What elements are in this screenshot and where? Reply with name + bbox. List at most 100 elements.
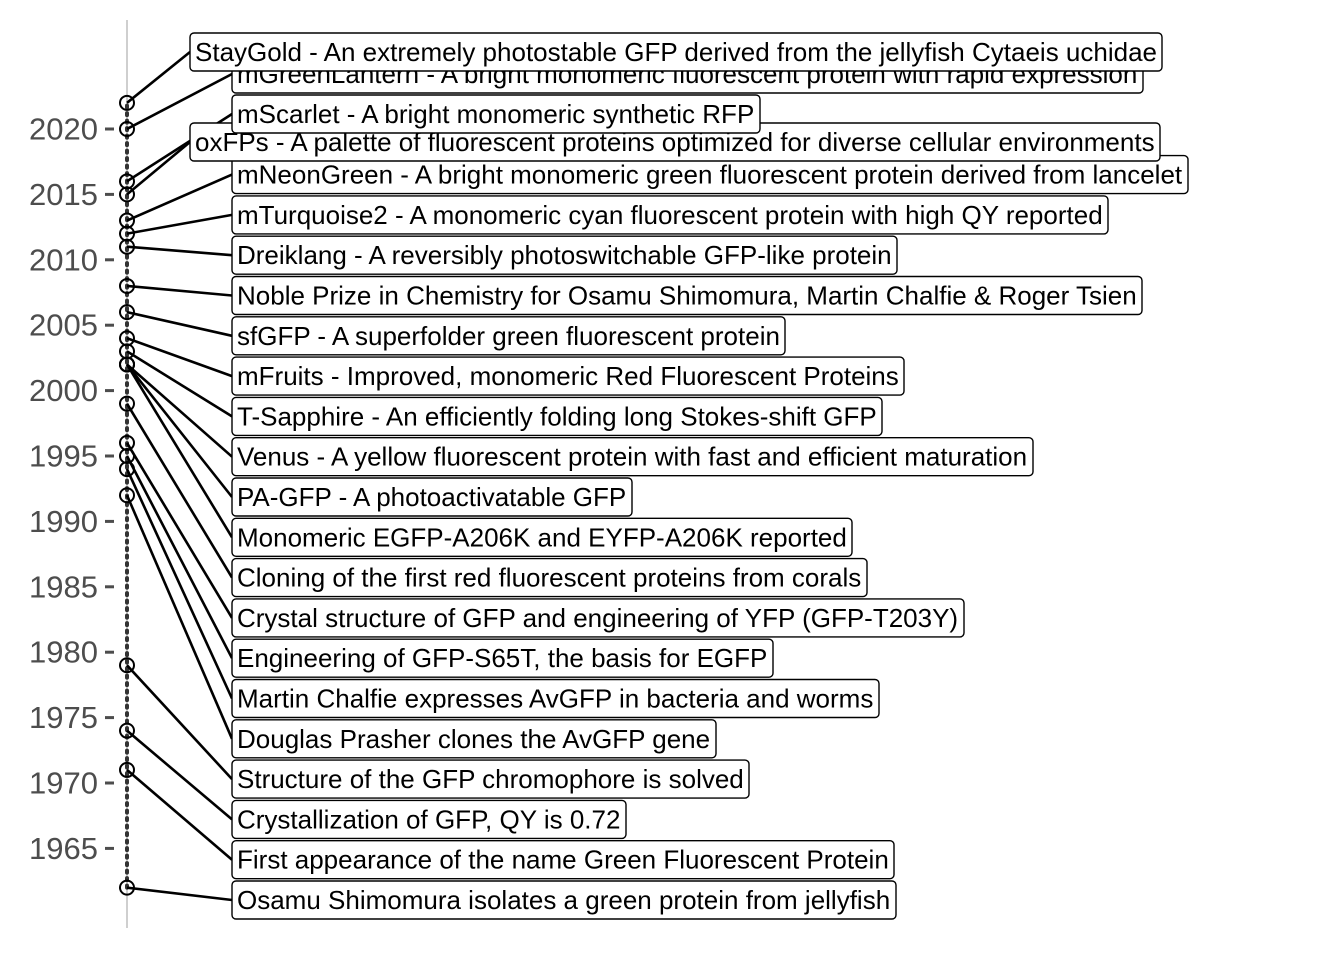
event-label: mTurquoise2 - A monomeric cyan fluoresce… <box>237 200 1103 230</box>
y-tick-label: 1980 <box>29 635 98 670</box>
event-connector <box>126 363 233 458</box>
event-label-box <box>231 759 750 799</box>
event-connector <box>126 245 233 257</box>
event-connector <box>126 213 233 235</box>
event-label: T-Sapphire - An efficiently folding long… <box>237 401 877 431</box>
event-label-box <box>231 678 880 719</box>
event-connector <box>126 72 233 131</box>
event-connector <box>126 310 233 338</box>
event-marker <box>119 94 135 111</box>
event-markers <box>119 50 234 902</box>
event-label-box <box>231 598 965 638</box>
event-label-box <box>231 719 717 759</box>
event-label-group: First appearance of the name Green Fluor… <box>231 840 895 880</box>
y-tick-label: 2020 <box>29 112 98 147</box>
event-connector <box>126 50 191 104</box>
event-label: Martin Chalfie expresses AvGFP in bacter… <box>237 684 873 714</box>
event-label-group: StayGold - An extremely photostable GFP … <box>189 32 1163 72</box>
event-label: Douglas Prasher clones the AvGFP gene <box>237 724 710 754</box>
y-tick-label: 1990 <box>29 504 98 539</box>
y-tick-label: 1985 <box>29 569 98 604</box>
event-connector <box>125 468 234 700</box>
event-label-box <box>231 396 883 437</box>
event-marker <box>119 657 135 674</box>
event-label-group: Monomeric EGFP-A206K and EYFP-A206K repo… <box>231 517 853 557</box>
event-label-group: sfGFP - A superfolder green fluorescent … <box>231 316 786 356</box>
event-label-box <box>231 437 1034 477</box>
y-tick-label: 2015 <box>29 177 98 212</box>
y-tick-label: 1975 <box>29 700 98 735</box>
event-label-box <box>231 880 897 920</box>
event-label-group: mFruits - Improved, monomeric Red Fluore… <box>231 356 905 396</box>
event-marker <box>119 173 135 190</box>
event-marker <box>119 434 135 451</box>
event-connector <box>126 886 233 902</box>
event-connector <box>126 173 233 222</box>
event-label-box <box>231 195 1109 235</box>
event-label-group: Douglas Prasher clones the AvGFP gene <box>231 719 717 759</box>
event-connector <box>125 494 234 740</box>
event-label-box <box>231 517 853 557</box>
event-label: Noble Prize in Chemistry for Osamu Shimo… <box>237 281 1137 311</box>
event-label: sfGFP - A superfolder green fluorescent … <box>237 321 780 351</box>
event-label: mFruits - Improved, monomeric Red Fluore… <box>237 361 899 391</box>
event-marker <box>119 304 135 321</box>
y-tick-label: 2005 <box>29 308 98 343</box>
event-label: Monomeric EGFP-A206K and EYFP-A206K repo… <box>237 522 847 552</box>
event-label-box <box>231 638 774 678</box>
event-connector <box>126 768 233 861</box>
event-marker <box>119 330 135 347</box>
event-label: Structure of the GFP chromophore is solv… <box>237 764 744 794</box>
event-label-group: Dreiklang - A reversibly photoswitchable… <box>231 235 898 275</box>
event-label-box <box>231 275 1143 316</box>
event-connector <box>126 729 233 821</box>
event-marker <box>119 395 135 412</box>
y-tick-label: 1995 <box>29 439 98 474</box>
event-label-group: PA-GFP - A photoactivatable GFP <box>231 477 633 517</box>
event-marker <box>119 121 135 137</box>
y-axis: 1965 1970 1975 1980 1985 1990 1995 2000 2005 2010… <box>29 20 129 928</box>
event-label: Crystallization of GFP, QY is 0.72 <box>237 804 620 834</box>
event-labels: Osamu Shimomura isolates a green protein… <box>189 32 1189 920</box>
event-marker <box>119 487 135 504</box>
event-label-box <box>231 94 761 134</box>
event-label-box <box>189 32 1163 72</box>
event-label-box <box>231 356 905 396</box>
event-label-group: Osamu Shimomura isolates a green protein… <box>231 880 897 920</box>
event-label-group: mScarlet - A bright monomeric synthetic … <box>231 94 761 134</box>
event-connector <box>126 350 233 418</box>
event-label: Cloning of the first red fluorescent pro… <box>237 563 861 593</box>
event-connector <box>126 141 191 196</box>
event-label: First appearance of the name Green Fluor… <box>237 845 889 875</box>
event-label: Crystal structure of GFP and engineering… <box>237 603 958 633</box>
event-label-box <box>231 316 786 356</box>
event-label-box <box>231 840 895 880</box>
event-connector <box>125 363 234 538</box>
event-connector <box>125 363 234 498</box>
event-label-group: Cloning of the first red fluorescent pro… <box>231 557 868 598</box>
event-label-group: Engineering of GFP-S65T, the basis for E… <box>231 638 774 678</box>
event-label-box <box>231 235 898 275</box>
event-label-group: Noble Prize in Chemistry for Osamu Shimo… <box>231 275 1143 316</box>
y-tick-label: 1970 <box>29 766 98 801</box>
event-label-group: Structure of the GFP chromophore is solv… <box>231 759 750 799</box>
y-tick-label: 2000 <box>29 373 98 408</box>
event-label-group: mTurquoise2 - A monomeric cyan fluoresce… <box>231 195 1109 235</box>
event-label-box <box>231 477 633 517</box>
event-label-group: Crystallization of GFP, QY is 0.72 <box>231 799 627 840</box>
event-connector <box>125 442 234 619</box>
event-marker <box>119 761 135 778</box>
event-label: mNeonGreen - A bright monomeric green fl… <box>237 160 1183 190</box>
event-marker <box>119 212 135 229</box>
event-label: Osamu Shimomura isolates a green protein… <box>237 885 890 915</box>
event-label-group: mNeonGreen - A bright monomeric green fl… <box>231 154 1189 195</box>
event-label: Engineering of GFP-S65T, the basis for E… <box>237 643 767 673</box>
event-connector <box>125 455 234 659</box>
y-tick-label: 1965 <box>29 831 98 866</box>
event-connector <box>126 284 233 297</box>
event-connector <box>125 403 234 579</box>
event-marker <box>119 277 135 294</box>
event-label-group: Martin Chalfie expresses AvGFP in bacter… <box>231 678 880 719</box>
event-label-box <box>231 799 627 840</box>
